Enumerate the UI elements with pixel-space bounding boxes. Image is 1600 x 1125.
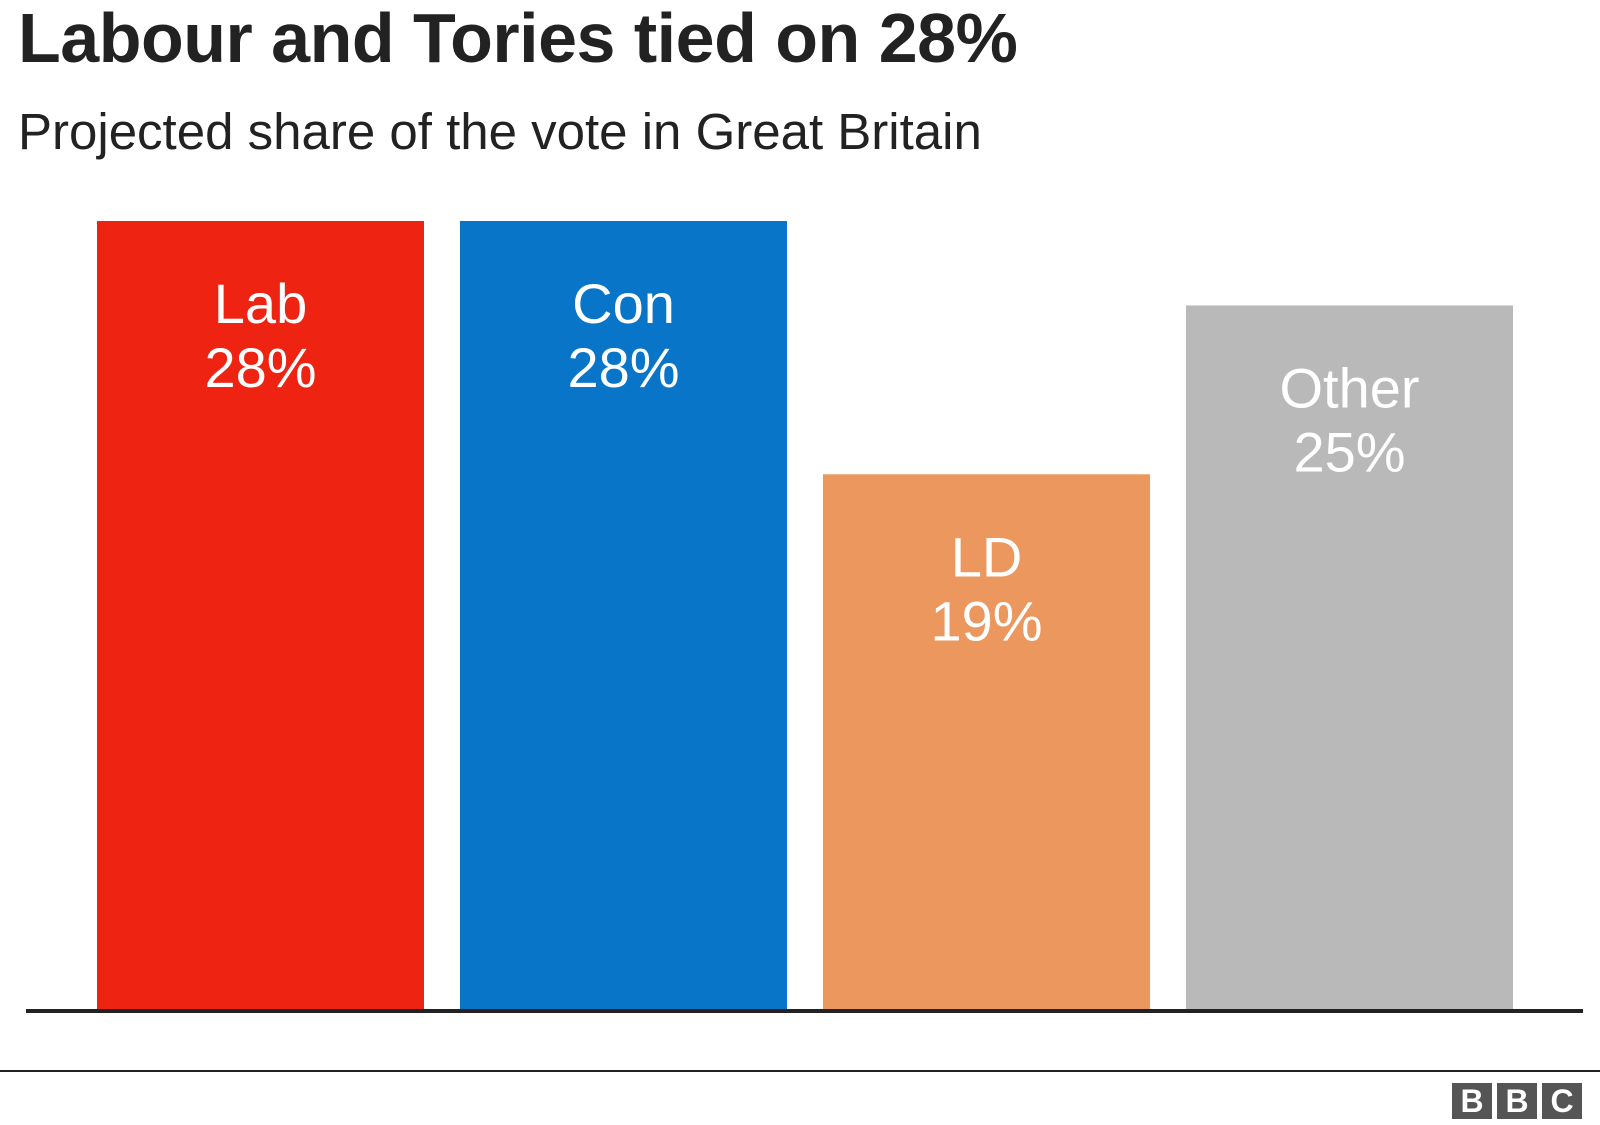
bar-ld — [823, 474, 1150, 1009]
bbc-logo-letter: B — [1452, 1083, 1492, 1119]
chart-title: Labour and Tories tied on 28% — [18, 0, 1018, 77]
bar-lab — [97, 221, 424, 1009]
bar-value-label: 28% — [567, 336, 679, 399]
bar-con — [460, 221, 787, 1009]
bbc-logo: B B C — [1452, 1083, 1582, 1119]
bbc-logo-letter: C — [1542, 1083, 1582, 1119]
bar-category-label: Other — [1279, 356, 1419, 419]
footer-divider — [0, 1070, 1600, 1072]
bar-category-label: Con — [572, 272, 675, 335]
bbc-logo-letter: B — [1497, 1083, 1537, 1119]
bar-category-label: LD — [951, 525, 1023, 588]
bar-category-label: Lab — [214, 272, 307, 335]
bar-value-label: 25% — [1293, 420, 1405, 483]
chart-subtitle: Projected share of the vote in Great Bri… — [18, 103, 982, 160]
bar-other — [1186, 305, 1513, 1009]
bar-value-label: 28% — [204, 336, 316, 399]
bar-value-label: 19% — [930, 589, 1042, 652]
